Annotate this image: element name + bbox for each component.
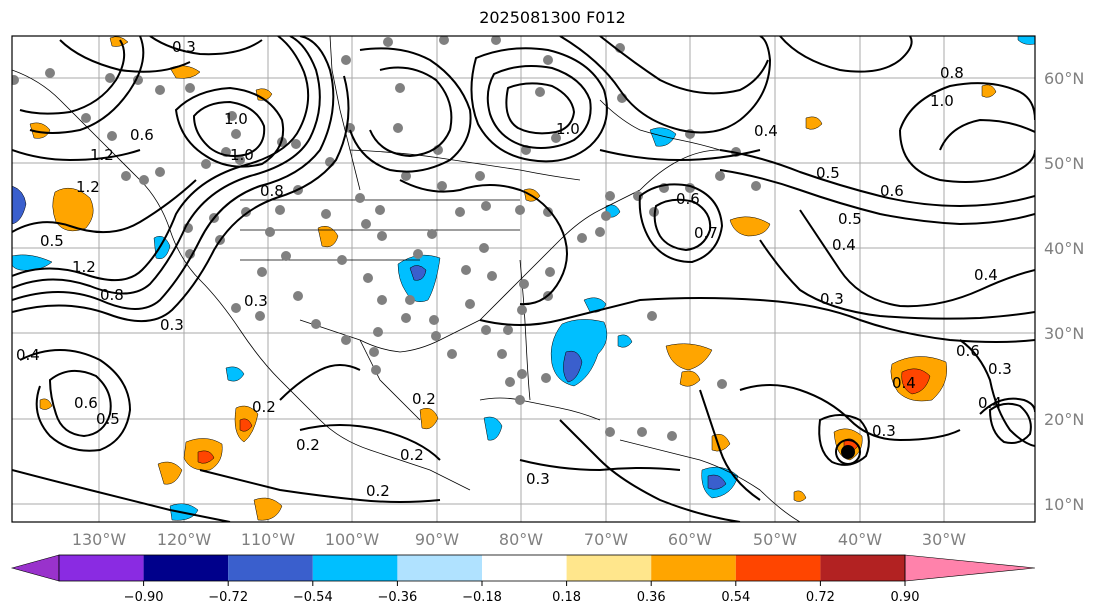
map-title: 2025081300 F012 bbox=[479, 8, 626, 27]
contour-label: 1.0 bbox=[224, 110, 248, 128]
contour-label: 0.3 bbox=[172, 38, 196, 56]
contour-label: 1.0 bbox=[230, 146, 254, 164]
contour-label: 0.3 bbox=[872, 422, 896, 440]
colorbar-under-arrow bbox=[10, 554, 60, 582]
contour-label: 0.3 bbox=[244, 292, 268, 310]
colorbar-over-arrow bbox=[904, 554, 1036, 582]
contour-label: 0.6 bbox=[74, 394, 98, 412]
lon-label: 110°W bbox=[241, 530, 296, 549]
contour-label: 1.2 bbox=[90, 146, 114, 164]
colorbar-label: −0.90 bbox=[124, 590, 164, 605]
contour-label: 0.5 bbox=[816, 164, 840, 182]
contour-label: 0.8 bbox=[260, 182, 284, 200]
colorbar-bin bbox=[228, 555, 313, 581]
contour-label: 0.6 bbox=[676, 190, 700, 208]
contour-label: 0.3 bbox=[526, 470, 550, 488]
lon-label: 120°W bbox=[157, 530, 212, 549]
lat-label: 20°N bbox=[1044, 410, 1084, 429]
lon-label: 80°W bbox=[499, 530, 543, 549]
contour-label: 0.7 bbox=[694, 224, 718, 242]
colorbar-bin bbox=[59, 555, 144, 581]
lon-label: 100°W bbox=[325, 530, 380, 549]
lat-label: 40°N bbox=[1044, 239, 1084, 258]
contour-label: 0.3 bbox=[988, 360, 1012, 378]
colorbar-label: −0.72 bbox=[208, 590, 248, 605]
contour-label: 0.6 bbox=[130, 126, 154, 144]
colorbar-label: −0.36 bbox=[377, 590, 417, 605]
contour-label: 0.3 bbox=[160, 316, 184, 334]
lon-label: 40°W bbox=[838, 530, 882, 549]
contour-label: 0.8 bbox=[100, 286, 124, 304]
contour-label: 0.6 bbox=[956, 342, 980, 360]
contour-label: 0.2 bbox=[400, 446, 424, 464]
contour-label: 0.4 bbox=[754, 122, 778, 140]
contour-label: 1.0 bbox=[556, 120, 580, 138]
map-frame bbox=[11, 35, 1036, 523]
contour-label: 1.2 bbox=[72, 258, 96, 276]
colorbar-bin bbox=[651, 555, 736, 581]
contour-label: 0.6 bbox=[880, 182, 904, 200]
colorbar-label: −0.54 bbox=[293, 590, 333, 605]
contour-label: 0.2 bbox=[252, 398, 276, 416]
colorbar-label: 0.54 bbox=[721, 590, 750, 605]
colorbar-bin bbox=[820, 555, 905, 581]
colorbar-bin bbox=[397, 555, 482, 581]
lon-label: 70°W bbox=[584, 530, 628, 549]
contour-label: 0.5 bbox=[838, 210, 862, 228]
lat-label: 60°N bbox=[1044, 69, 1084, 88]
colorbar-bin bbox=[312, 555, 398, 581]
lat-label: 30°N bbox=[1044, 324, 1084, 343]
colorbar-bin bbox=[482, 555, 567, 581]
contour-label: 0.5 bbox=[40, 232, 64, 250]
lon-label: 90°W bbox=[415, 530, 459, 549]
longitude-labels: 130°W 120°W 110°W 100°W 90°W 80°W 70°W 6… bbox=[72, 530, 966, 549]
contour-label: 1.0 bbox=[930, 92, 954, 110]
contour-labels: 0.3 1.0 1.2 0.8 1.0 0.6 1.2 0.8 0.5 1.2 … bbox=[16, 38, 1012, 500]
colorbar-label: 0.18 bbox=[552, 590, 581, 605]
contour-label: 0.4 bbox=[16, 346, 40, 364]
latitude-labels: 60°N 50°N 40°N 30°N 20°N 10°N bbox=[1044, 69, 1084, 514]
colorbar-bin bbox=[143, 555, 229, 581]
station-dots bbox=[12, 36, 761, 441]
contour-label: 0.8 bbox=[940, 64, 964, 82]
colorbar-bin bbox=[566, 555, 652, 581]
colorbar-label: −0.18 bbox=[462, 590, 502, 605]
contour-label: 0.4 bbox=[974, 266, 998, 284]
contour-label: 0.3 bbox=[820, 290, 844, 308]
contour-label: 0.4 bbox=[892, 374, 916, 392]
lon-label: 30°W bbox=[922, 530, 966, 549]
colorbar: −0.90 −0.72 −0.54 −0.36 −0.18 0.18 0.36 … bbox=[10, 554, 1036, 605]
colorbar-bin bbox=[735, 555, 821, 581]
colorbar-label: 0.72 bbox=[806, 590, 835, 605]
contour-label: 0.4 bbox=[978, 394, 1002, 412]
contour-label: 1.2 bbox=[76, 178, 100, 196]
contour-label: 0.2 bbox=[412, 390, 436, 408]
colorbar-label: 0.90 bbox=[891, 590, 920, 605]
contour-label: 0.5 bbox=[96, 410, 120, 428]
lat-label: 10°N bbox=[1044, 495, 1084, 514]
storm-center bbox=[835, 439, 861, 465]
lon-label: 50°W bbox=[753, 530, 797, 549]
colorbar-label: 0.36 bbox=[637, 590, 666, 605]
lon-label: 130°W bbox=[72, 530, 127, 549]
lat-label: 50°N bbox=[1044, 154, 1084, 173]
coastlines bbox=[12, 36, 801, 522]
contour-label: 0.4 bbox=[832, 236, 856, 254]
contour-label: 0.2 bbox=[366, 482, 390, 500]
lon-label: 60°W bbox=[668, 530, 712, 549]
contour-lines bbox=[12, 36, 1035, 522]
contour-label: 0.2 bbox=[296, 436, 320, 454]
